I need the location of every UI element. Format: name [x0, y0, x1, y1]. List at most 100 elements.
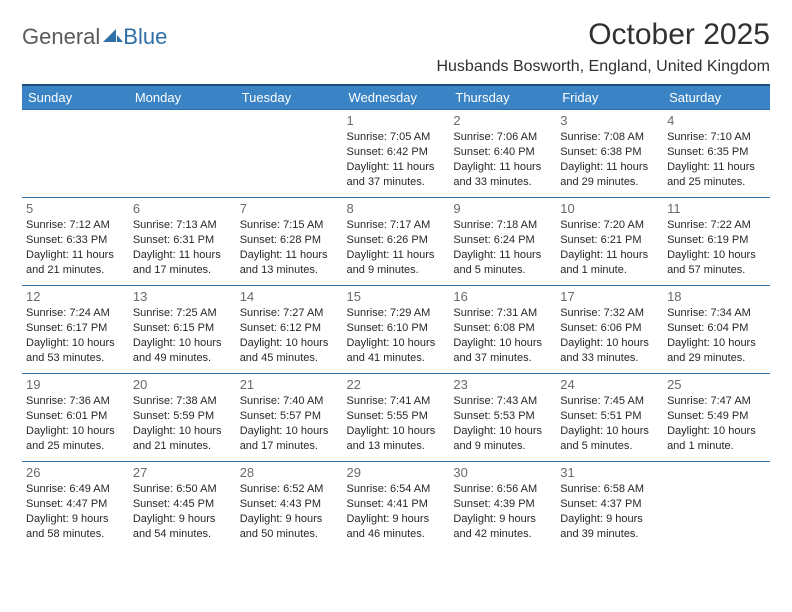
day-number: 9 [453, 201, 552, 216]
day-details: Sunrise: 7:12 AMSunset: 6:33 PMDaylight:… [26, 218, 125, 277]
day-number: 11 [667, 201, 766, 216]
calendar-day-cell: 2 Sunrise: 7:06 AMSunset: 6:40 PMDaylight… [449, 110, 556, 198]
calendar-day-cell: 27Sunrise: 6:50 AMSunset: 4:45 PMDayligh… [129, 462, 236, 550]
calendar-week-row: 1 Sunrise: 7:05 AMSunset: 6:42 PMDaylight… [22, 110, 770, 198]
calendar-day-cell: 28 Sunrise: 6:52 AMSunset: 4:43 PMDayligh… [236, 462, 343, 550]
calendar-day-cell: 21 Sunrise: 7:40 AMSunset: 5:57 PMDayligh… [236, 374, 343, 462]
day-details: Sunrise: 7:47 AMSunset: 5:49 PMDaylight:… [667, 394, 766, 453]
day-number: 17 [560, 289, 659, 304]
day-details: Sunrise: 6:52 AMSunset: 4:43 PMDaylight:… [240, 482, 339, 541]
calendar-page: General Blue October 2025 Husbands Boswor… [0, 0, 792, 568]
day-details: Sunrise: 7:15 AMSunset: 6:28 PMDaylight:… [240, 218, 339, 277]
calendar-day-cell: 20 Sunrise: 7:38 AMSunset: 5:59 PMDayligh… [129, 374, 236, 462]
calendar-day-cell: 4Sunrise: 7:10 AMSunset: 6:35 PMDaylight… [663, 110, 770, 198]
calendar-week-row: 5Sunrise: 7:12 AMSunset: 6:33 PMDaylight… [22, 198, 770, 286]
day-number: 2 [453, 113, 552, 128]
day-number: 10 [560, 201, 659, 216]
day-number: 14 [240, 289, 339, 304]
title-block: October 2025 Husbands Bosworth, England,… [436, 18, 770, 76]
day-details: Sunrise: 6:49 AMSunset: 4:47 PMDaylight:… [26, 482, 125, 541]
day-number: 22 [347, 377, 446, 392]
calendar-body: 1 Sunrise: 7:05 AMSunset: 6:42 PMDaylight… [22, 110, 770, 550]
day-details: Sunrise: 7:38 AMSunset: 5:59 PMDaylight:… [133, 394, 232, 453]
weekday-row: SundayMondayTuesdayWednesdayThursdayFrid… [22, 85, 770, 110]
day-details: Sunrise: 7:43 AMSunset: 5:53 PMDaylight:… [453, 394, 552, 453]
day-details: Sunrise: 7:25 AMSunset: 6:15 PMDaylight:… [133, 306, 232, 365]
day-number: 1 [347, 113, 446, 128]
day-number: 19 [26, 377, 125, 392]
day-details: Sunrise: 6:58 AMSunset: 4:37 PMDaylight:… [560, 482, 659, 541]
calendar-head: SundayMondayTuesdayWednesdayThursdayFrid… [22, 85, 770, 110]
logo-text-2: Blue [123, 24, 167, 50]
calendar-day-cell: 24 Sunrise: 7:45 AMSunset: 5:51 PMDayligh… [556, 374, 663, 462]
weekday-header: Wednesday [343, 85, 450, 110]
day-details: Sunrise: 7:20 AMSunset: 6:21 PMDaylight:… [560, 218, 659, 277]
header: General Blue October 2025 Husbands Boswor… [22, 18, 770, 76]
day-number: 29 [347, 465, 446, 480]
calendar-day-cell: 15Sunrise: 7:29 AMSunset: 6:10 PMDayligh… [343, 286, 450, 374]
day-details: Sunrise: 7:18 AMSunset: 6:24 PMDaylight:… [453, 218, 552, 277]
day-details: Sunrise: 7:31 AMSunset: 6:08 PMDaylight:… [453, 306, 552, 365]
day-details: Sunrise: 7:06 AMSunset: 6:40 PMDaylight:… [453, 130, 552, 189]
day-number: 6 [133, 201, 232, 216]
logo: General Blue [22, 18, 167, 50]
calendar-day-cell: 22Sunrise: 7:41 AMSunset: 5:55 PMDayligh… [343, 374, 450, 462]
calendar-day-cell: 13 Sunrise: 7:25 AMSunset: 6:15 PMDayligh… [129, 286, 236, 374]
calendar-week-row: 12 Sunrise: 7:24 AMSunset: 6:17 PMDayligh… [22, 286, 770, 374]
calendar-day-cell: 12 Sunrise: 7:24 AMSunset: 6:17 PMDayligh… [22, 286, 129, 374]
day-number: 15 [347, 289, 446, 304]
day-number: 25 [667, 377, 766, 392]
day-number: 30 [453, 465, 552, 480]
month-title: October 2025 [436, 18, 770, 52]
day-details: Sunrise: 7:40 AMSunset: 5:57 PMDaylight:… [240, 394, 339, 453]
day-number: 31 [560, 465, 659, 480]
day-number: 3 [560, 113, 659, 128]
logo-text-1: General [22, 24, 100, 50]
calendar-empty-cell [236, 110, 343, 198]
day-number: 16 [453, 289, 552, 304]
day-number: 12 [26, 289, 125, 304]
day-details: Sunrise: 7:36 AMSunset: 6:01 PMDaylight:… [26, 394, 125, 453]
calendar-day-cell: 19 Sunrise: 7:36 AMSunset: 6:01 PMDayligh… [22, 374, 129, 462]
day-details: Sunrise: 7:13 AMSunset: 6:31 PMDaylight:… [133, 218, 232, 277]
day-details: Sunrise: 7:34 AMSunset: 6:04 PMDaylight:… [667, 306, 766, 365]
calendar-week-row: 19 Sunrise: 7:36 AMSunset: 6:01 PMDayligh… [22, 374, 770, 462]
weekday-header: Thursday [449, 85, 556, 110]
day-number: 26 [26, 465, 125, 480]
day-number: 23 [453, 377, 552, 392]
calendar-day-cell: 5Sunrise: 7:12 AMSunset: 6:33 PMDaylight… [22, 198, 129, 286]
calendar-day-cell: 8Sunrise: 7:17 AMSunset: 6:26 PMDaylight… [343, 198, 450, 286]
weekday-header: Tuesday [236, 85, 343, 110]
calendar-day-cell: 3 Sunrise: 7:08 AMSunset: 6:38 PMDaylight… [556, 110, 663, 198]
calendar-day-cell: 26 Sunrise: 6:49 AMSunset: 4:47 PMDayligh… [22, 462, 129, 550]
calendar-day-cell: 29 Sunrise: 6:54 AMSunset: 4:41 PMDayligh… [343, 462, 450, 550]
day-number: 28 [240, 465, 339, 480]
day-details: Sunrise: 7:32 AMSunset: 6:06 PMDaylight:… [560, 306, 659, 365]
day-details: Sunrise: 7:08 AMSunset: 6:38 PMDaylight:… [560, 130, 659, 189]
calendar-table: SundayMondayTuesdayWednesdayThursdayFrid… [22, 84, 770, 550]
day-number: 21 [240, 377, 339, 392]
day-number: 20 [133, 377, 232, 392]
calendar-day-cell: 18 Sunrise: 7:34 AMSunset: 6:04 PMDayligh… [663, 286, 770, 374]
day-number: 13 [133, 289, 232, 304]
weekday-header: Monday [129, 85, 236, 110]
day-number: 24 [560, 377, 659, 392]
calendar-week-row: 26 Sunrise: 6:49 AMSunset: 4:47 PMDayligh… [22, 462, 770, 550]
day-details: Sunrise: 6:56 AMSunset: 4:39 PMDaylight:… [453, 482, 552, 541]
day-details: Sunrise: 7:24 AMSunset: 6:17 PMDaylight:… [26, 306, 125, 365]
day-details: Sunrise: 6:54 AMSunset: 4:41 PMDaylight:… [347, 482, 446, 541]
calendar-day-cell: 23 Sunrise: 7:43 AMSunset: 5:53 PMDayligh… [449, 374, 556, 462]
calendar-empty-cell [22, 110, 129, 198]
day-details: Sunrise: 7:45 AMSunset: 5:51 PMDaylight:… [560, 394, 659, 453]
calendar-empty-cell [129, 110, 236, 198]
calendar-day-cell: 6 Sunrise: 7:13 AMSunset: 6:31 PMDaylight… [129, 198, 236, 286]
calendar-empty-cell [663, 462, 770, 550]
calendar-day-cell: 1 Sunrise: 7:05 AMSunset: 6:42 PMDaylight… [343, 110, 450, 198]
day-details: Sunrise: 7:05 AMSunset: 6:42 PMDaylight:… [347, 130, 446, 189]
day-details: Sunrise: 7:22 AMSunset: 6:19 PMDaylight:… [667, 218, 766, 277]
day-details: Sunrise: 6:50 AMSunset: 4:45 PMDaylight:… [133, 482, 232, 541]
day-number: 18 [667, 289, 766, 304]
calendar-day-cell: 16 Sunrise: 7:31 AMSunset: 6:08 PMDayligh… [449, 286, 556, 374]
weekday-header: Saturday [663, 85, 770, 110]
location: Husbands Bosworth, England, United Kingd… [436, 58, 770, 76]
